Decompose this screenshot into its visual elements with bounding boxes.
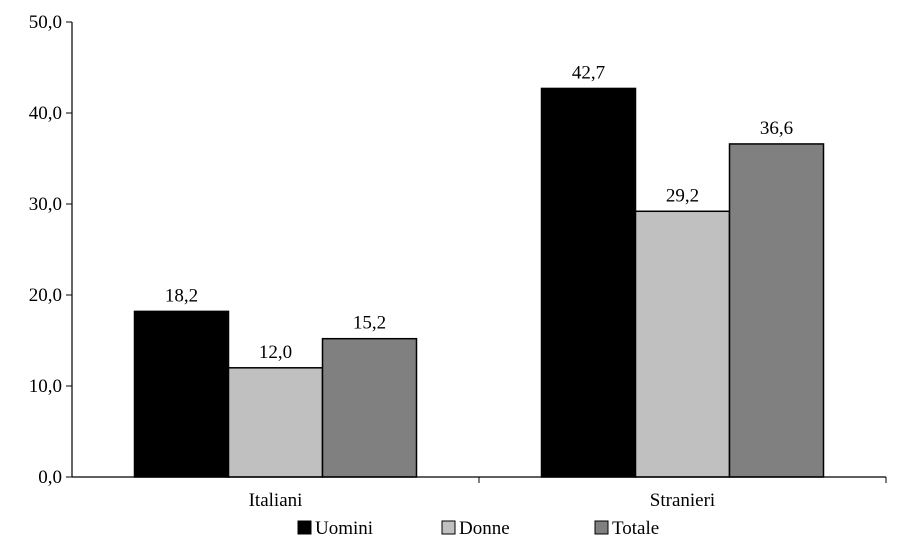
data-label: 15,2 <box>353 313 386 334</box>
data-label: 12,0 <box>259 342 292 363</box>
bar-donne-italiani <box>227 367 324 478</box>
legend-label-totale: Totale <box>612 518 659 539</box>
bar-totale-stranieri <box>728 143 825 478</box>
data-label: 36,6 <box>760 118 793 139</box>
legend-label-uomini: Uomini <box>315 518 373 539</box>
data-label: 29,2 <box>666 185 699 206</box>
y-tick-label: 10,0 <box>29 376 62 397</box>
x-tick-label: Italiani <box>249 490 303 511</box>
plot-area: 0,0 10,0 20,0 30,0 40,0 50,0 18,2 12,0 15,2 Itali… <box>29 12 887 511</box>
legend-swatch-uomini <box>297 520 312 535</box>
legend-swatch-totale <box>594 520 609 535</box>
y-tick-label: 20,0 <box>29 285 62 306</box>
bar-totale-italiani <box>321 337 418 478</box>
y-tick-label: 50,0 <box>29 12 62 33</box>
y-tick-label: 30,0 <box>29 194 62 215</box>
bar-uomini-stranieri <box>540 87 637 478</box>
x-tick-label: Stranieri <box>650 490 715 511</box>
y-tick-label: 40,0 <box>29 103 62 124</box>
data-label: 18,2 <box>165 285 198 306</box>
data-label: 42,7 <box>572 62 605 83</box>
y-tick-label: 0,0 <box>38 467 62 488</box>
legend-label-donne: Donne <box>459 518 510 539</box>
bar-uomini-italiani <box>133 310 230 478</box>
legend: Uomini Donne Totale <box>297 518 659 539</box>
bar-donne-stranieri <box>634 210 731 478</box>
legend-swatch-donne <box>441 520 456 535</box>
